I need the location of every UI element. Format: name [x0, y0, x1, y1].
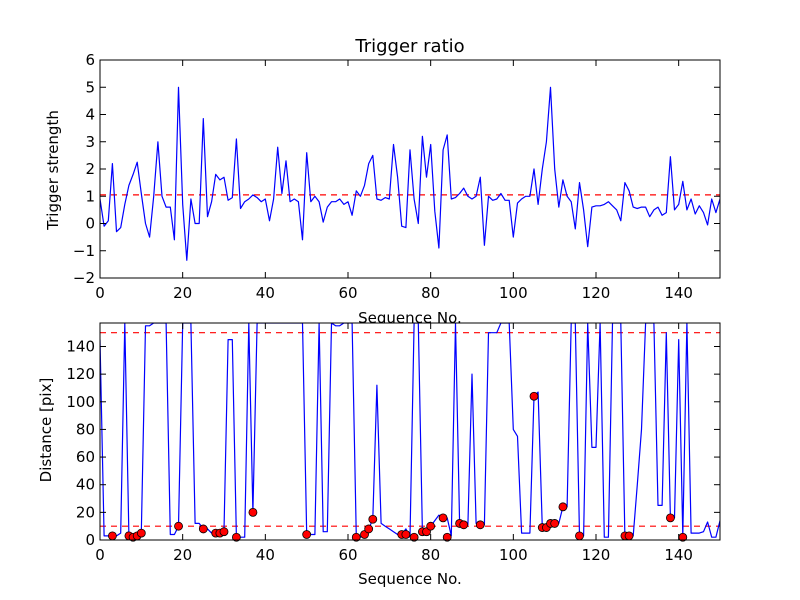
data-marker: [558, 502, 568, 512]
data-marker: [198, 524, 208, 534]
data-marker: [302, 530, 312, 539]
x-tick-label: 40: [256, 546, 275, 564]
axes-frame: [99, 322, 721, 541]
x-tick-label: 80: [421, 546, 440, 564]
y-tick-label: 2: [85, 160, 95, 178]
data-marker: [442, 532, 452, 542]
x-tick-label: 20: [173, 284, 192, 302]
y-tick-label: 0: [85, 215, 95, 233]
data-marker: [550, 519, 560, 528]
y-tick-label: 120: [66, 365, 95, 383]
trigger-ratio-chart: Trigger ratio Sequence No. Trigger stren…: [44, 36, 721, 327]
x-axis-label: Sequence No.: [358, 570, 462, 588]
plot-area: [100, 60, 720, 278]
data-marker: [248, 507, 258, 517]
data-marker: [666, 513, 675, 523]
y-tick-label: 6: [85, 51, 95, 69]
y-tick-label: 1: [85, 187, 95, 205]
y-tick-label: 100: [66, 393, 95, 411]
x-tick-label: 140: [664, 546, 693, 564]
data-marker: [231, 532, 241, 542]
x-tick-label: 100: [499, 546, 528, 564]
x-tick-label: 120: [582, 284, 611, 302]
data-marker: [401, 530, 411, 539]
x-tick-label: 140: [664, 284, 693, 302]
chart-title: Trigger ratio: [354, 36, 464, 57]
y-axis-label: Trigger strength: [44, 110, 62, 231]
data-marker: [575, 531, 584, 541]
data-marker: [475, 520, 485, 530]
y-tick-label: 5: [85, 78, 95, 96]
y-tick-label: −1: [73, 242, 95, 260]
y-tick-label: 0: [85, 531, 95, 549]
y-tick-label: 20: [76, 503, 95, 521]
distance-chart: Sequence No. Distance [pix] 0 20 40 60 80 100…: [37, 322, 721, 588]
y-tick-label: 140: [66, 337, 95, 355]
x-tick-label: 20: [173, 546, 192, 564]
data-marker: [219, 527, 229, 537]
data-marker: [108, 531, 117, 541]
data-line: [100, 86, 720, 261]
y-tick-label: 80: [76, 420, 95, 438]
data-marker: [351, 532, 361, 542]
x-tick-label: 60: [338, 546, 357, 564]
data-marker: [426, 521, 436, 531]
data-marker: [364, 524, 374, 534]
y-tick-label: −2: [73, 269, 95, 287]
x-tick-label: 100: [499, 284, 528, 302]
x-tick-label: 120: [582, 546, 611, 564]
data-marker: [459, 520, 469, 530]
y-tick-label: 60: [76, 448, 95, 466]
x-tick-label: 60: [338, 284, 357, 302]
x-tick-label: 40: [256, 284, 275, 302]
data-marker: [529, 391, 539, 401]
y-tick-label: 3: [85, 133, 95, 151]
y-tick-label: 4: [85, 106, 95, 124]
data-marker: [136, 528, 146, 538]
data-marker: [174, 521, 183, 531]
plot-area: [100, 323, 720, 540]
data-marker: [624, 531, 634, 541]
data-marker: [438, 513, 448, 523]
x-tick-label: 80: [421, 284, 440, 302]
data-marker: [368, 514, 378, 524]
y-axis-label: Distance [pix]: [37, 378, 55, 483]
x-tick-label: 0: [95, 284, 105, 302]
x-tick-label: 0: [95, 546, 105, 564]
data-marker: [409, 532, 419, 542]
y-tick-label: 40: [76, 476, 95, 494]
